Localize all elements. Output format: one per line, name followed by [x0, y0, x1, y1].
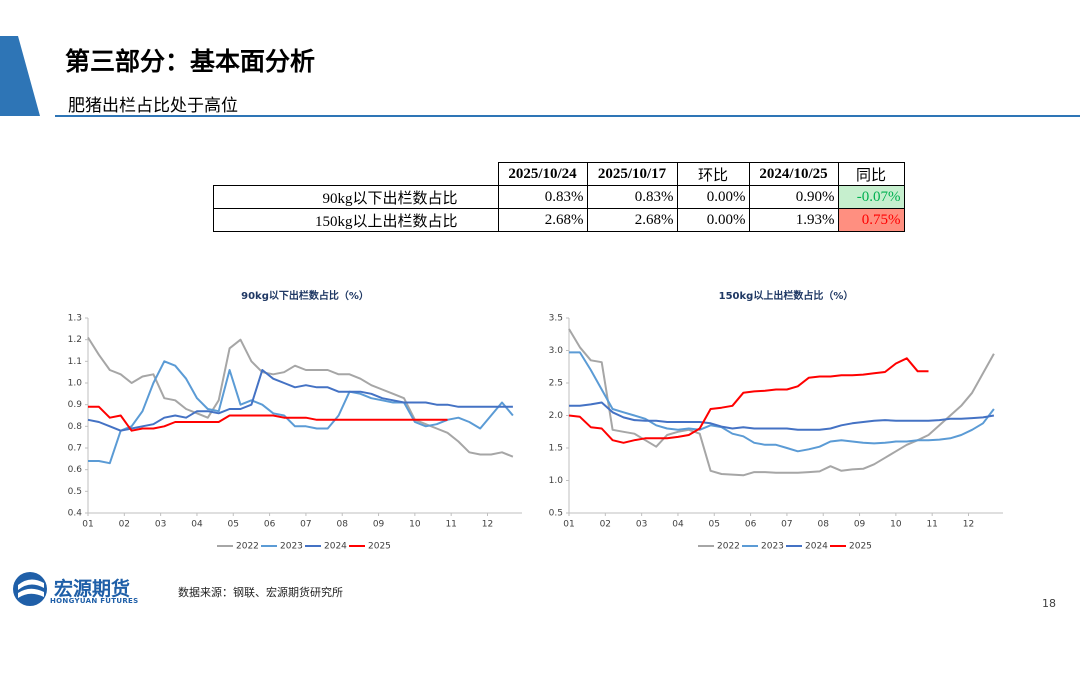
- x-tick-label: 07: [781, 520, 792, 530]
- legend-label: 2024: [324, 542, 347, 552]
- cell: -0.07%: [837, 185, 905, 209]
- y-tick-label: 1.5: [549, 444, 563, 454]
- cell: 0.83%: [586, 185, 678, 209]
- x-tick-label: 01: [563, 520, 574, 530]
- y-tick-label: 0.8: [68, 422, 83, 432]
- source-note: 数据来源：钢联、宏源期货研究所: [178, 587, 343, 599]
- slide-subtitle: 肥猪出栏占比处于高位: [68, 96, 238, 116]
- x-tick-label: 10: [890, 520, 902, 530]
- x-tick-label: 08: [817, 520, 829, 530]
- charts: 90kg以下出栏数占比（%） 0.4 0.5 0.6 0.7 0.8 0.9 1.0 1.1 1.…: [68, 289, 1003, 552]
- y-tick-label: 0.5: [549, 509, 563, 519]
- y-tick-label: 2.5: [549, 379, 563, 389]
- chart-title: 90kg以下出栏数占比（%）: [241, 289, 369, 302]
- series-line: [569, 401, 995, 431]
- series-line: [87, 336, 514, 458]
- legend-label: 2023: [761, 542, 784, 552]
- x-tick-label: 04: [672, 520, 684, 530]
- x-tick-label: 06: [745, 520, 757, 530]
- x-tick-label: 05: [709, 520, 720, 530]
- y-tick-label: 1.1: [68, 357, 82, 367]
- y-tick-label: 1.2: [68, 335, 82, 345]
- y-tick-label: 1.0: [68, 379, 83, 389]
- data-table: 2025/10/24 2025/10/17 环比 2024/10/25 同比 9…: [213, 162, 905, 232]
- header-shape: [0, 36, 40, 116]
- y-tick-label: 1.0: [549, 476, 564, 486]
- series-line: [568, 328, 995, 477]
- page-number: 18: [1042, 597, 1056, 610]
- series-line: [87, 369, 513, 432]
- table-row: 150kg以上出栏数占比 2.68% 2.68% 0.00% 1.93% 0.7…: [213, 208, 905, 232]
- x-tick-label: 12: [963, 520, 974, 530]
- x-tick-label: 03: [636, 520, 647, 530]
- legend-label: 2023: [280, 542, 303, 552]
- legend-label: 2025: [368, 542, 391, 552]
- cell: 0.75%: [837, 208, 905, 232]
- logo-english: HONGYUAN FUTURES: [50, 597, 139, 605]
- y-tick-label: 1.3: [68, 314, 82, 324]
- x-tick-label: 02: [600, 520, 611, 530]
- row-label: 150kg以上出栏数占比: [213, 208, 499, 232]
- y-tick-label: 0.6: [68, 465, 83, 475]
- y-tick-label: 0.4: [68, 509, 83, 519]
- logo-mark: [13, 572, 47, 606]
- header-row: 2025/10/24 2025/10/17 环比 2024/10/25 同比: [213, 162, 905, 186]
- x-tick-label: 06: [264, 520, 276, 530]
- x-tick-label: 08: [336, 520, 348, 530]
- series-line: [568, 357, 929, 444]
- x-tick-label: 12: [482, 520, 493, 530]
- legend-label: 2022: [236, 542, 259, 552]
- y-tick-label: 2.0: [549, 411, 564, 421]
- y-tick-label: 0.5: [68, 487, 82, 497]
- y-tick-label: 3.5: [549, 314, 563, 324]
- x-tick-label: 10: [409, 520, 421, 530]
- logo-name: 宏源期货: [54, 578, 131, 600]
- x-tick-label: 11: [445, 520, 456, 530]
- series-line: [88, 405, 448, 432]
- table-row: 90kg以下出栏数占比 0.83% 0.83% 0.00% 0.90% -0.0…: [213, 185, 905, 209]
- cell: 2.68%: [586, 208, 678, 232]
- cell: 1.93%: [748, 208, 839, 232]
- legend-label: 2024: [805, 542, 828, 552]
- column-header: 2024/10/25: [748, 162, 839, 186]
- x-tick-label: 04: [191, 520, 203, 530]
- x-tick-label: 01: [82, 520, 93, 530]
- x-tick-label: 11: [926, 520, 937, 530]
- x-tick-label: 03: [155, 520, 166, 530]
- x-tick-label: 07: [300, 520, 311, 530]
- column-header: 2025/10/24: [497, 162, 588, 186]
- chart-title: 150kg以上出栏数占比（%）: [719, 289, 854, 302]
- x-tick-label: 02: [119, 520, 130, 530]
- y-tick-label: 0.7: [68, 444, 82, 454]
- cell: 2.68%: [497, 208, 588, 232]
- x-tick-label: 05: [228, 520, 239, 530]
- x-tick-label: 09: [854, 520, 866, 530]
- column-header: 2025/10/17: [586, 162, 678, 186]
- series-line: [569, 351, 995, 453]
- x-tick-label: 09: [373, 520, 385, 530]
- slide-title: 第三部分：基本面分析: [65, 47, 316, 76]
- header-rule: [55, 115, 1080, 117]
- y-tick-label: 0.9: [68, 400, 83, 410]
- cell: 0.83%: [497, 185, 588, 209]
- y-tick-label: 3.0: [549, 346, 564, 356]
- series-line: [88, 360, 514, 465]
- cell: 0.90%: [748, 185, 839, 209]
- legend-label: 2025: [849, 542, 872, 552]
- legend-label: 2022: [717, 542, 740, 552]
